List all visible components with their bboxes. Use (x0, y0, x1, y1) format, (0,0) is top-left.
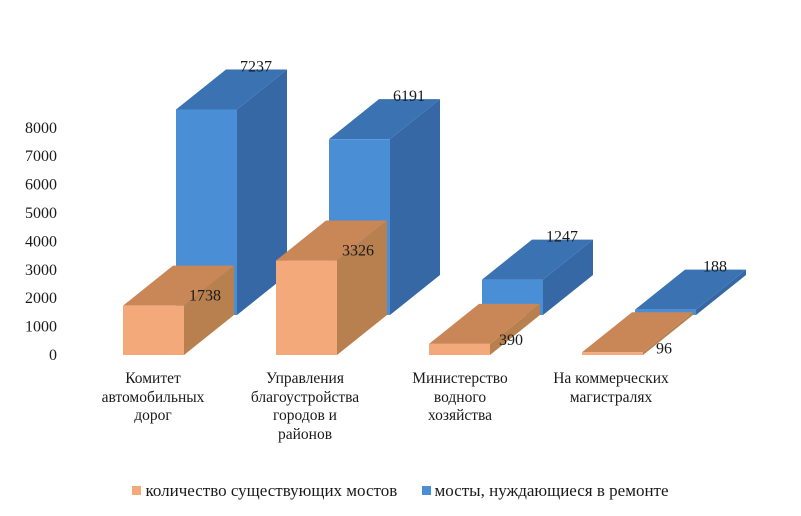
data-label: 390 (499, 332, 523, 349)
y-tick-label: 8000 (25, 120, 57, 137)
category-label-1: Управления благоустройства городов и рай… (240, 370, 370, 444)
legend-item-bridges-needing-repair[interactable]: мосты, нуждающиеся в ремонте (421, 480, 669, 501)
bar-repair-3 (635, 269, 746, 315)
bar-side-face (543, 239, 593, 315)
data-labels: 7237 6191 1247 188 1738 3326 390 96 (189, 58, 727, 357)
category-line: автомобильных (101, 388, 205, 406)
category-line: благоустройства (250, 388, 360, 406)
y-tick-label: 4000 (25, 233, 57, 250)
category-line: На коммерческих (553, 370, 669, 387)
y-axis: 0 1000 2000 3000 4000 5000 6000 7000 8000 (25, 120, 57, 364)
data-label: 1247 (546, 229, 578, 246)
y-tick-label: 7000 (25, 148, 57, 165)
y-tick-label: 3000 (25, 262, 57, 279)
legend: количество существующих мостов мосты, ну… (0, 480, 801, 501)
bar-side-face (490, 303, 540, 355)
bar-top-face (482, 239, 593, 280)
bar-existing-2 (429, 303, 540, 355)
bar-front-face (276, 260, 337, 355)
category-label-3: На коммерческих магистралях (536, 370, 686, 407)
legend-label: мосты, нуждающиеся в ремонте (434, 480, 669, 500)
data-label: 6191 (393, 88, 425, 105)
category-line: Министерство (412, 370, 508, 387)
bar-side-face (237, 69, 287, 315)
y-tick-label: 2000 (25, 290, 57, 307)
bars (123, 69, 746, 355)
category-label-0: Комитет автомобильных дорог (98, 370, 208, 426)
category-line: водного (433, 388, 487, 406)
data-label: 1738 (189, 288, 221, 305)
legend-swatch-orange-icon (132, 486, 142, 495)
data-label: 188 (703, 259, 727, 276)
legend-item-existing-bridges[interactable]: количество существующих мостов (132, 481, 397, 501)
category-label-2: Министерство водного хозяйства (398, 370, 522, 426)
category-line: городов и (273, 407, 337, 424)
category-line: районов (277, 425, 333, 443)
legend-swatch-blue-icon (421, 486, 431, 495)
bar-side-face (184, 265, 234, 355)
bar-side-face (390, 99, 440, 315)
category-line: Комитет (125, 370, 181, 387)
bar-top-face (329, 99, 440, 140)
bar-top-face (176, 69, 287, 110)
bar-existing-0 (123, 265, 234, 355)
category-line: магистралях (569, 388, 653, 406)
bar-top-face (276, 220, 387, 261)
bar-existing-3 (582, 312, 693, 355)
bar-side-face (337, 220, 387, 355)
bar-top-face (635, 269, 746, 310)
bar-front-face (123, 305, 184, 355)
category-line: дорог (134, 407, 172, 424)
bar-side-face (696, 269, 746, 315)
bar-side-face (643, 312, 693, 355)
data-label: 96 (656, 340, 672, 357)
y-tick-label: 0 (49, 347, 57, 364)
data-label: 7237 (240, 58, 272, 75)
bar-top-face (582, 312, 693, 353)
bar-repair-2 (482, 239, 593, 315)
bar-top-face (429, 303, 540, 344)
data-label: 3326 (342, 243, 374, 260)
category-line: Управления (266, 370, 344, 387)
bar-top-face (123, 265, 234, 306)
category-line: хозяйства (427, 407, 493, 424)
y-tick-label: 5000 (25, 205, 57, 222)
bar-front-face (582, 352, 643, 355)
bar-front-face (429, 343, 490, 355)
bar-existing-1 (276, 220, 387, 355)
y-tick-label: 1000 (25, 319, 57, 336)
legend-label: количество существующих мостов (145, 480, 398, 500)
y-tick-label: 6000 (25, 177, 57, 194)
